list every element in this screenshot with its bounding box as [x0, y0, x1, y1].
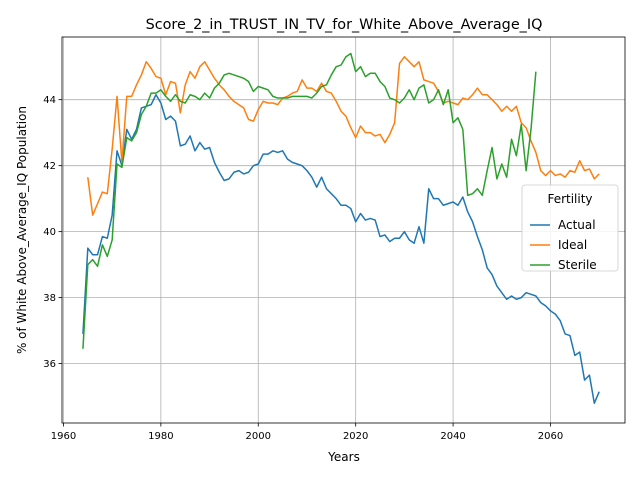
plot-frame: [61, 36, 626, 424]
x-tick-label: 2060: [538, 431, 563, 442]
legend: Fertility Actual Ideal Sterile: [521, 184, 619, 272]
y-tick-label: 42: [43, 161, 56, 172]
series-line-ideal: [87, 56, 600, 216]
x-tick-label: 1960: [51, 431, 76, 442]
legend-label-ideal: Ideal: [558, 238, 587, 252]
x-tick-label: 2020: [343, 431, 368, 442]
chart-title: Score_2_in_TRUST_IN_TV_for_White_Above_A…: [146, 17, 543, 33]
y-tick-label: 44: [43, 95, 56, 106]
legend-box: [521, 184, 619, 272]
x-tick-label: 1980: [148, 431, 173, 442]
legend-label-actual: Actual: [558, 218, 596, 232]
x-tick-label: 2000: [246, 431, 271, 442]
legend-title: Fertility: [547, 192, 592, 206]
legend-label-sterile: Sterile: [558, 258, 597, 272]
legend-entries: Actual Ideal Sterile: [530, 218, 597, 272]
grid: [62, 37, 625, 423]
series-line-sterile: [82, 52, 537, 349]
y-tick-label: 40: [43, 227, 56, 238]
x-tick-label: 2040: [440, 431, 465, 442]
y-axis-label: % of White Above_Average_IQ Population: [15, 106, 29, 354]
series-lines: [82, 52, 600, 404]
series-line-actual: [82, 93, 600, 404]
y-tick-label: 38: [43, 293, 56, 304]
x-axis-label: Years: [327, 450, 360, 464]
axis-ticks: 1960 1980 2000 2020 2040 2060 36 38 40 42 44: [43, 95, 563, 442]
y-tick-label: 36: [43, 359, 56, 370]
